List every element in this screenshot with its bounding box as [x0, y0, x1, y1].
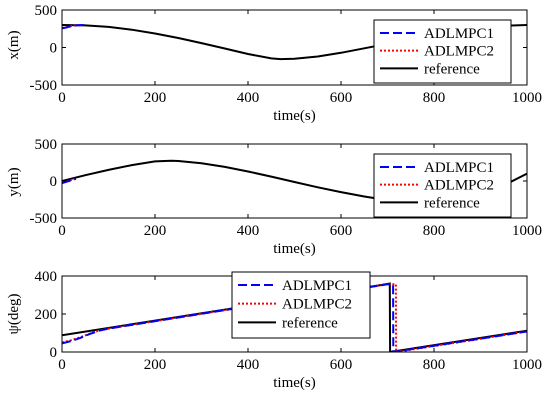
x-axis-label: time(s)	[273, 241, 316, 257]
y-tick-label: 500	[35, 137, 58, 153]
y-axis-label: ψ(deg)	[6, 293, 22, 334]
series-line-adlmpc2	[62, 177, 77, 184]
y-tick-label: 0	[50, 174, 58, 190]
y-tick-label: 0	[50, 41, 58, 57]
x-tick-label: 400	[237, 357, 260, 373]
plot-area	[62, 282, 527, 352]
x-tick-label: 600	[330, 223, 353, 239]
legend: ADLMPC1 ADLMPC2 reference	[231, 271, 371, 339]
legend-label-adlmpc2: ADLMPC2	[424, 44, 494, 60]
x-tick-label: 0	[58, 223, 66, 239]
legend-label-adlmpc1: ADLMPC1	[424, 26, 494, 42]
y-axis-label: x(m)	[6, 30, 22, 59]
y-tick-label: -500	[30, 211, 58, 227]
x-tick-label: 800	[423, 357, 446, 373]
legend-box	[231, 271, 371, 339]
x-tick-label: 800	[423, 223, 446, 239]
series-line-adlmpc1	[62, 283, 527, 352]
legend-label-adlmpc2: ADLMPC2	[424, 178, 494, 194]
x-tick-label: 1000	[512, 357, 542, 373]
series-line-adlmpc2	[62, 283, 527, 352]
series-line-adlmpc1	[62, 177, 77, 185]
y-tick-label: -500	[30, 78, 58, 94]
x-tick-label: 200	[144, 90, 167, 106]
x-tick-label: 600	[330, 357, 353, 373]
y-tick-label: 500	[35, 3, 58, 19]
x-tick-label: 1000	[512, 90, 542, 106]
x-tick-label: 200	[144, 223, 167, 239]
x-tick-label: 400	[237, 223, 260, 239]
x-tick-label: 0	[58, 90, 66, 106]
legend-label-reference: reference	[424, 61, 480, 77]
x-axis-label: time(s)	[273, 375, 316, 391]
legend-label-adlmpc2: ADLMPC2	[282, 297, 352, 313]
y-tick-label: 400	[35, 269, 58, 285]
x-tick-label: 0	[58, 357, 66, 373]
y-axis-label: y(m)	[6, 167, 22, 196]
x-axis-label: time(s)	[273, 108, 316, 124]
chart-3: 0 200 400 600 800 1000 400 200 0 time(s) ψ(deg) ADL…	[6, 269, 542, 391]
x-tick-label: 1000	[512, 223, 542, 239]
y-tick-label: 200	[35, 307, 58, 323]
x-tick-label: 400	[237, 90, 260, 106]
y-tick-label: 0	[50, 345, 58, 361]
legend-label-adlmpc1: ADLMPC1	[424, 160, 494, 176]
x-tick-label: 200	[144, 357, 167, 373]
legend-label-reference: reference	[424, 195, 480, 211]
legend-label-reference: reference	[282, 315, 338, 331]
x-tick-label: 600	[330, 90, 353, 106]
x-tick-label: 800	[423, 90, 446, 106]
legend-label-adlmpc1: ADLMPC1	[282, 278, 352, 294]
series-line-adlmpc1	[62, 24, 86, 30]
